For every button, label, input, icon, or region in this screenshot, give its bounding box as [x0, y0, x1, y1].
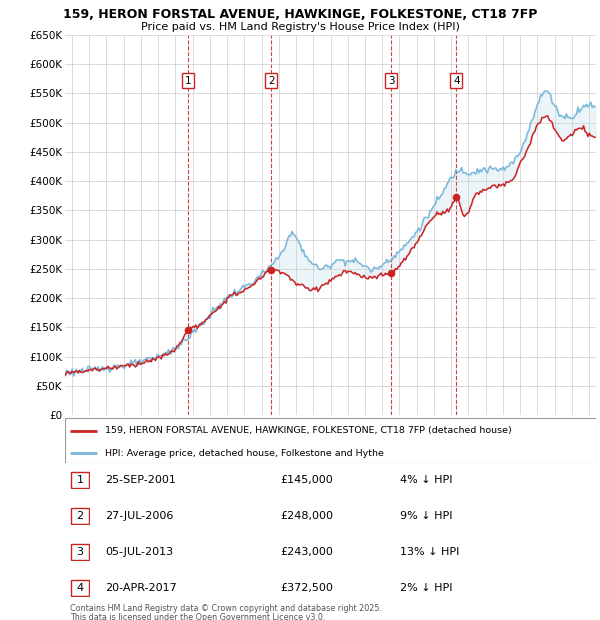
Text: 4% ↓ HPI: 4% ↓ HPI [400, 475, 452, 485]
Text: 4: 4 [453, 76, 460, 86]
Text: 13% ↓ HPI: 13% ↓ HPI [400, 547, 460, 557]
Text: 159, HERON FORSTAL AVENUE, HAWKINGE, FOLKESTONE, CT18 7FP: 159, HERON FORSTAL AVENUE, HAWKINGE, FOL… [63, 8, 537, 21]
Text: £145,000: £145,000 [280, 475, 333, 485]
Text: HPI: Average price, detached house, Folkestone and Hythe: HPI: Average price, detached house, Folk… [105, 449, 384, 458]
Text: 27-JUL-2006: 27-JUL-2006 [105, 511, 173, 521]
Text: £372,500: £372,500 [280, 583, 333, 593]
Text: £248,000: £248,000 [280, 511, 333, 521]
Text: Contains HM Land Registry data © Crown copyright and database right 2025.: Contains HM Land Registry data © Crown c… [70, 604, 382, 613]
Text: This data is licensed under the Open Government Licence v3.0.: This data is licensed under the Open Gov… [70, 613, 325, 620]
Text: 1: 1 [185, 76, 191, 86]
Text: 05-JUL-2013: 05-JUL-2013 [105, 547, 173, 557]
Text: 3: 3 [388, 76, 394, 86]
Text: 2: 2 [268, 76, 275, 86]
Text: 159, HERON FORSTAL AVENUE, HAWKINGE, FOLKESTONE, CT18 7FP (detached house): 159, HERON FORSTAL AVENUE, HAWKINGE, FOL… [105, 426, 512, 435]
Text: 1: 1 [77, 475, 83, 485]
Text: 25-SEP-2001: 25-SEP-2001 [105, 475, 176, 485]
Text: 2% ↓ HPI: 2% ↓ HPI [400, 583, 452, 593]
Text: Price paid vs. HM Land Registry's House Price Index (HPI): Price paid vs. HM Land Registry's House … [140, 22, 460, 32]
Text: 20-APR-2017: 20-APR-2017 [105, 583, 177, 593]
Text: 2: 2 [76, 511, 83, 521]
Text: 4: 4 [76, 583, 83, 593]
Text: 9% ↓ HPI: 9% ↓ HPI [400, 511, 452, 521]
Text: 3: 3 [77, 547, 83, 557]
Text: £243,000: £243,000 [280, 547, 333, 557]
